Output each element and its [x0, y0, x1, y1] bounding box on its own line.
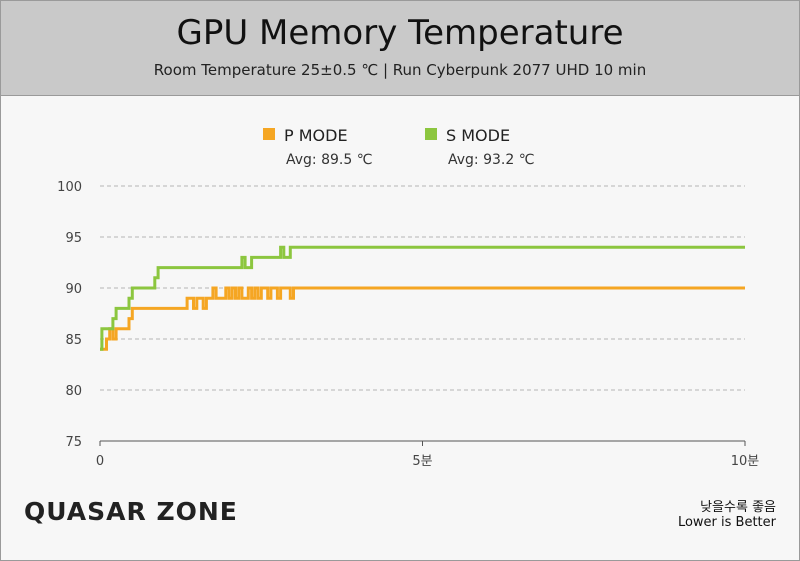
legend-avg-s-mode: Avg: 93.2 ℃ [448, 152, 534, 168]
x-tick-label: 5분 [412, 454, 432, 469]
chart-header: GPU Memory Temperature Room Temperature … [1, 1, 799, 96]
quasarzone-logo: QUASAR ZONE [24, 497, 238, 526]
y-tick-label: 100 [57, 180, 82, 195]
y-tick-label: 75 [65, 435, 82, 450]
legend-label-s-mode: S MODE [446, 126, 510, 145]
y-tick-label: 85 [65, 333, 82, 348]
series-line-p-mode [100, 286, 745, 351]
x-tick-label: 0 [96, 454, 104, 469]
lower-is-better-note-en: Lower is Better [677, 515, 776, 530]
chart-title: GPU Memory Temperature [176, 13, 624, 53]
lower-is-better-note-ko: 낮을수록 좋음 [700, 500, 776, 515]
chart-subtitle: Room Temperature 25±0.5 ℃ | Run Cyberpun… [153, 61, 647, 79]
y-tick-label: 95 [65, 231, 82, 246]
series-line-s-mode [100, 245, 745, 351]
legend-label-p-mode: P MODE [284, 126, 348, 145]
legend-swatch-p-mode [263, 128, 275, 140]
x-tick-label: 10분 [731, 454, 760, 469]
legend-swatch-s-mode [425, 128, 437, 140]
y-tick-label: 80 [65, 384, 82, 399]
legend-avg-p-mode: Avg: 89.5 ℃ [286, 152, 372, 168]
y-tick-label: 90 [65, 282, 82, 297]
